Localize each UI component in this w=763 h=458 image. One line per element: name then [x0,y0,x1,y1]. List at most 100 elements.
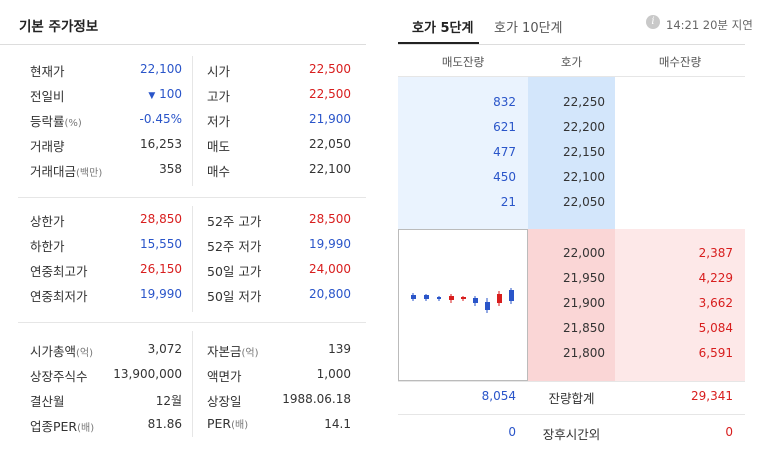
divider [0,44,366,45]
total-label: 잔량합계 [548,391,595,406]
divider [398,414,745,415]
info-label: 연중최고가 [30,264,88,279]
orderbook-panel: 호가 5단계 호가 10단계 i 14:21 20분 지연 매도잔량 호가 매수… [398,0,753,458]
bid-qty: 6,591 [698,346,733,360]
bid-row[interactable]: 21,900 3,662 [398,291,745,316]
info-row: 연중최고가 26,150 50일 고가 24,000 [0,257,366,282]
column-divider [192,206,193,312]
after-hours-ask-qty: 0 [508,425,516,439]
info-label: 자본금(억) [207,344,259,359]
info-label: 연중최저가 [30,289,88,304]
total-bid-qty: 29,341 [691,389,733,403]
info-value: 22,500 [309,87,351,101]
tab-5-levels[interactable]: 호가 5단계 [412,21,474,36]
bid-row[interactable]: 21,800 6,591 [398,341,745,366]
info-value: 22,500 [309,62,351,76]
ask-qty: 621 [493,120,516,134]
divider [398,76,745,77]
info-label: PER(배) [207,416,249,431]
info-row: 업종PER(배) 81.86 PER(배) 14.1 [0,412,366,437]
ask-qty: 450 [493,170,516,184]
info-value: 12월 [155,394,182,408]
info-icon[interactable]: i [646,15,660,29]
after-hours-label: 장후시간외 [542,427,601,442]
ask-price: 22,050 [563,195,605,209]
info-row: 등락률(%) -0.45% 저가 21,900 [0,107,366,132]
bid-price: 22,000 [563,246,605,260]
candle [461,297,466,299]
info-value: ▼ 100 [148,87,182,101]
ask-row[interactable]: 21 22,050 [398,190,745,215]
info-value: 22,100 [309,162,351,176]
candle-chart-svg [411,288,514,313]
bid-qty: 5,084 [698,321,733,335]
mini-candle-chart [398,229,528,381]
info-value: 28,500 [309,212,351,226]
info-row: 거래대금(백만) 358 매수 22,100 [0,157,366,182]
info-value: 1,000 [316,367,351,381]
ask-row[interactable]: 621 22,200 [398,115,745,140]
after-hours-bid-qty: 0 [725,425,733,439]
candle [485,302,490,310]
info-label: 현재가 [30,64,65,79]
unit-label: (%) [64,118,82,129]
after-hours-row: 0 장후시간외 0 [398,420,745,445]
info-row: 상장주식수 13,900,000 액면가 1,000 [0,362,366,387]
bid-qty: 3,662 [698,296,733,310]
info-label: 저가 [207,114,231,129]
info-value: -0.45% [139,112,182,126]
info-value: 28,850 [140,212,182,226]
info-label: 매수 [207,164,231,179]
basic-info-panel: 기본 주가정보 현재가 22,100 시가 22,500 전일비 ▼ 100 고가 22,50… [0,0,366,458]
unit-label: (배) [231,420,249,431]
info-label: 상한가 [30,214,65,229]
candle [497,294,502,303]
column-divider [192,56,193,186]
bid-price: 21,900 [563,296,605,310]
info-value: 358 [159,162,182,176]
column-divider [192,331,193,437]
divider [398,381,745,382]
ask-qty: 832 [493,95,516,109]
unit-label: (억) [241,348,259,359]
col-ask-qty-header: 매도잔량 [441,55,485,69]
info-row: 결산월 12월 상장일 1988.06.18 [0,387,366,412]
candle [424,295,429,299]
ask-price-area [528,77,615,229]
info-row: 연중최저가 19,990 50일 저가 20,800 [0,282,366,307]
info-value: 81.86 [147,417,182,431]
bid-row[interactable]: 22,000 2,387 [398,241,745,266]
info-value: 16,253 [140,137,182,151]
ask-row[interactable]: 450 22,100 [398,165,745,190]
info-value: 21,900 [309,112,351,126]
info-label: 거래대금(백만) [30,164,103,179]
info-value: 24,000 [309,262,351,276]
ask-row[interactable]: 832 22,250 [398,90,745,115]
ask-price: 22,100 [563,170,605,184]
candle [449,296,454,300]
info-label: 상장주식수 [30,369,88,384]
candle [509,290,514,301]
info-label: 업종PER(배) [30,419,95,434]
active-tab-indicator [398,42,479,44]
info-row: 하한가 15,550 52주 저가 19,990 [0,232,366,257]
info-label: 등락률(%) [30,114,82,129]
bid-row[interactable]: 21,850 5,084 [398,316,745,341]
info-label: 결산월 [30,394,65,409]
tab-10-levels[interactable]: 호가 10단계 [494,21,563,36]
ask-row[interactable]: 477 22,150 [398,140,745,165]
bid-row[interactable]: 21,950 4,229 [398,266,745,291]
info-row: 상한가 28,850 52주 고가 28,500 [0,207,366,232]
info-label: 52주 고가 [207,214,262,229]
info-label: 거래량 [30,139,65,154]
info-label: 시가총액(억) [30,344,94,359]
info-label: 상장일 [207,394,242,409]
info-value: 3,072 [147,342,182,356]
bid-price: 21,800 [563,346,605,360]
divider [18,197,366,198]
info-row: 전일비 ▼ 100 고가 22,500 [0,82,366,107]
basic-info-title: 기본 주가정보 [19,19,99,35]
info-label: 액면가 [207,369,242,384]
info-label: 50일 저가 [207,289,262,304]
bid-qty: 2,387 [698,246,733,260]
